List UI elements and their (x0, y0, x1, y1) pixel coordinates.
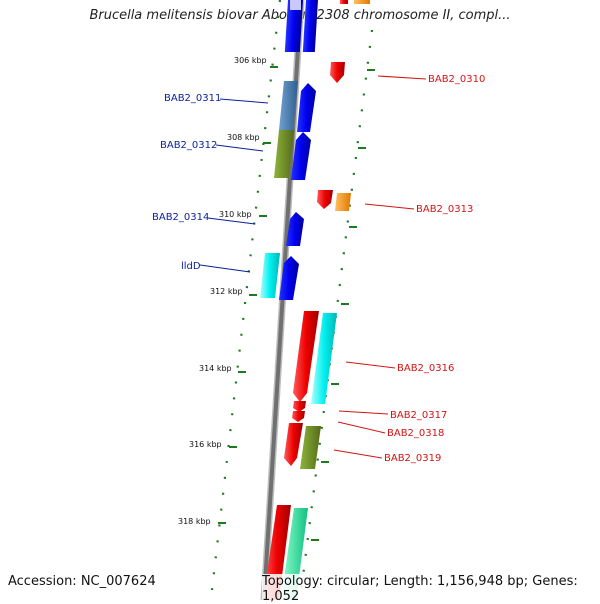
gene-label-bab2-0317[interactable]: BAB2_0317 (390, 410, 447, 421)
gene-bab2-0313-orange (335, 193, 351, 211)
gene-label-bab2-0318[interactable]: BAB2_0318 (387, 428, 444, 439)
tick-label-306: 306 kbp (234, 56, 267, 65)
gene-bab2-0314-arrow (286, 212, 304, 246)
gene-bab2-0317 (293, 401, 306, 412)
left-leader-lines (199, 98, 269, 273)
gene-label-bab2-0313[interactable]: BAB2_0313 (416, 204, 473, 215)
gene-bab2-0310 (330, 62, 345, 83)
gene-label-bab2-0311[interactable]: BAB2_0311 (164, 93, 221, 104)
tick-label-312: 312 kbp (210, 287, 243, 296)
gene-feature (354, 0, 370, 4)
gene-bab2-0319-red (284, 423, 303, 466)
gene-label-bab2-0316[interactable]: BAB2_0316 (397, 363, 454, 374)
gene-label-lldd[interactable]: lldD (181, 261, 201, 272)
gene-label-bab2-0314[interactable]: BAB2_0314 (152, 212, 209, 223)
tick-label-308: 308 kbp (227, 133, 260, 142)
tick-label-318: 318 kbp (178, 517, 211, 526)
gene-bab2-0312-arrow (291, 132, 311, 180)
gene-lldd-cyan (260, 253, 280, 298)
tick-label-314: 314 kbp (199, 364, 232, 373)
tick-label-310: 310 kbp (219, 210, 252, 219)
gene-lldd-arrow (279, 256, 299, 300)
gene-feature (302, 0, 318, 52)
gene-bab2-0312-olive (274, 130, 294, 178)
left-tick-marks (218, 66, 278, 524)
gene-label-bab2-0312[interactable]: BAB2_0312 (160, 140, 217, 151)
tick-label-316: 316 kbp (189, 440, 222, 449)
gene-bab2-0316-cyan (311, 313, 337, 404)
right-leader-lines (333, 75, 427, 459)
gene-bab2-0311-steel (279, 81, 298, 130)
gene-bab2-0313-red (317, 190, 333, 209)
gene-bab2-0316-red (293, 311, 319, 402)
gene-bab2-0319-olive (300, 426, 321, 469)
gene-feature (340, 0, 348, 4)
gene-bab2-0318 (292, 411, 305, 422)
gene-label-bab2-0310[interactable]: BAB2_0310 (428, 74, 485, 85)
gene-bab2-0311-arrow (297, 83, 316, 132)
gene-label-bab2-0319[interactable]: BAB2_0319 (384, 453, 441, 464)
right-tick-marks (311, 69, 375, 541)
gene-feature (290, 0, 301, 10)
gene-feature (284, 0, 303, 52)
accession-text: Accession: NC_007624 (8, 574, 156, 589)
